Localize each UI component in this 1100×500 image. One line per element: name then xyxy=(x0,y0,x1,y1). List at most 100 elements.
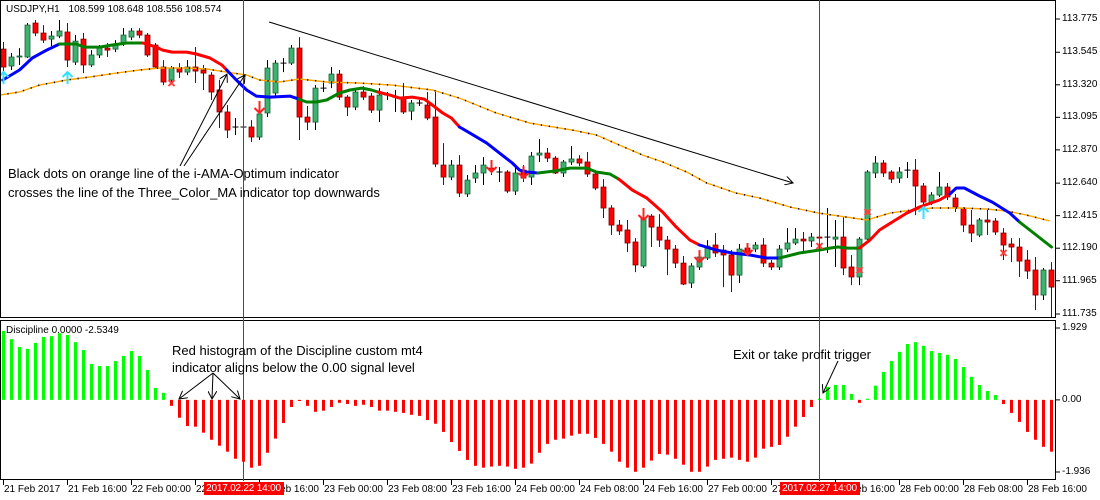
candle-bull xyxy=(536,139,543,163)
histogram-bar-negative xyxy=(1010,399,1013,413)
candle-bear xyxy=(888,170,895,183)
candle-bull xyxy=(936,171,943,198)
candle-bear xyxy=(296,37,303,141)
signals-layer xyxy=(1,70,1008,274)
histogram-bar-negative xyxy=(418,399,421,416)
histogram-bar-negative xyxy=(482,399,485,468)
ma-segment[interactable] xyxy=(141,41,229,72)
ma-segment[interactable] xyxy=(297,86,380,104)
histogram-bar-negative xyxy=(434,399,437,424)
candle-bull xyxy=(24,23,31,59)
ma-segment[interactable] xyxy=(1018,220,1053,249)
time-axis-label: 28 Feb 00:00 xyxy=(900,484,959,495)
candle-bull xyxy=(864,170,871,241)
histogram-bar-positive xyxy=(946,354,949,400)
candle-bear xyxy=(656,214,663,248)
ma-segment[interactable] xyxy=(225,68,301,101)
histogram-bar-negative xyxy=(530,399,533,464)
arrow-icon xyxy=(823,360,839,393)
histogram-bar-negative xyxy=(730,399,733,458)
candle-bear xyxy=(368,93,375,113)
histogram-bar-negative xyxy=(442,399,445,432)
buy-arrow-icon xyxy=(917,205,930,219)
candle-bull xyxy=(16,48,23,65)
candle-bear xyxy=(424,92,431,121)
ma-segment[interactable] xyxy=(778,245,861,260)
ma-segment[interactable] xyxy=(948,186,1021,224)
candle-bear xyxy=(576,155,583,167)
histogram-bar-positive xyxy=(130,351,133,400)
histogram-bar-negative xyxy=(370,399,373,407)
histogram-bar-negative xyxy=(658,399,661,454)
histogram-bar-negative xyxy=(186,399,189,426)
ma-segment[interactable] xyxy=(536,166,621,181)
histogram-bar-positive xyxy=(106,365,109,400)
candle-bear xyxy=(760,238,767,268)
candle-bull xyxy=(736,244,743,284)
histogram-bar-positive xyxy=(42,336,45,400)
time-axis-label: 27 Feb 00:00 xyxy=(708,484,767,495)
histogram-bar-negative xyxy=(330,399,333,407)
histogram-bar-positive xyxy=(938,352,941,400)
candle-bull xyxy=(976,217,983,238)
histogram-bar-negative xyxy=(250,399,253,468)
trend-line[interactable] xyxy=(268,21,793,183)
arrow-icon xyxy=(212,372,240,399)
candle-bull xyxy=(480,157,487,186)
candle-bull xyxy=(512,165,519,195)
histogram-bar-positive xyxy=(906,343,909,400)
candle-bear xyxy=(840,217,847,276)
histogram-bar-negative xyxy=(362,399,365,405)
candle-bear xyxy=(672,245,679,269)
exit-cross-icon xyxy=(855,266,864,274)
arrow-icon xyxy=(179,74,227,167)
ma-segment[interactable] xyxy=(698,243,781,260)
candle-bull xyxy=(688,263,695,288)
histogram-bar-negative xyxy=(378,399,381,411)
three-color-ma-line[interactable] xyxy=(1,41,1053,260)
histogram-bar-positive xyxy=(930,351,933,400)
candle-bull xyxy=(352,88,359,111)
histogram-bar-negative xyxy=(634,399,637,472)
histogram-bar-negative xyxy=(338,399,341,403)
candle-doji xyxy=(232,118,239,135)
trend-line-segment[interactable] xyxy=(268,21,793,183)
histogram-bar-negative xyxy=(706,399,709,467)
ma-segment[interactable] xyxy=(617,177,701,247)
ama-optimum-line[interactable] xyxy=(0,67,1051,222)
price-axis-label: 113.545 xyxy=(1062,46,1098,58)
histogram-bar-negative xyxy=(202,399,205,433)
candle-bull xyxy=(792,228,799,246)
histogram-bar-negative xyxy=(282,399,285,423)
histogram-bar-positive xyxy=(50,336,53,400)
ma-segment[interactable] xyxy=(376,90,461,129)
annotation-histogram: Red histogram of the Discipline custom m… xyxy=(172,342,423,376)
candle-bear xyxy=(544,147,551,163)
ma-segment[interactable] xyxy=(858,192,952,250)
histogram-bar-negative xyxy=(698,399,701,472)
histogram-bar-negative xyxy=(402,399,405,413)
sell-arrow-icon xyxy=(517,166,530,180)
histogram-bar-negative xyxy=(450,399,453,442)
candle-bear xyxy=(344,95,351,117)
ma-segment[interactable] xyxy=(458,125,540,175)
histogram-bar-negative xyxy=(714,399,717,460)
price-axis-label: 113.095 xyxy=(1062,111,1098,123)
histogram-bar-negative xyxy=(194,399,197,427)
ma-segment[interactable] xyxy=(58,41,145,49)
histogram-bar-negative xyxy=(538,399,541,453)
histogram-bar-negative xyxy=(306,399,309,406)
histogram-bar-negative xyxy=(322,399,325,411)
histogram-bar-positive xyxy=(74,342,77,400)
discipline-pane[interactable] xyxy=(0,320,1056,480)
histogram-bar-positive xyxy=(154,387,157,400)
ma-segment[interactable] xyxy=(1,42,61,82)
chart-header: USDJPY,H1 108.599 108.648 108.556 108.57… xyxy=(6,4,221,16)
ama-line[interactable] xyxy=(0,67,1051,222)
histogram-bar-positive xyxy=(914,342,917,400)
candle-bear xyxy=(624,220,631,253)
candle-bear xyxy=(224,105,231,139)
histogram-bar-negative xyxy=(722,399,725,459)
